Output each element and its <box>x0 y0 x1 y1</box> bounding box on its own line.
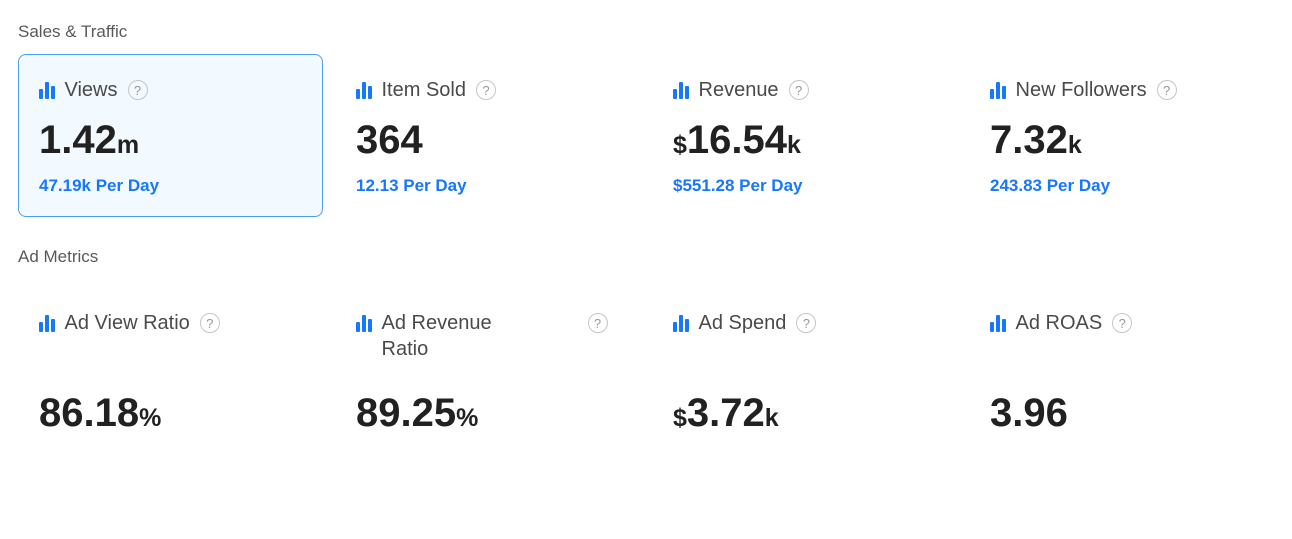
value-suffix: % <box>139 404 162 432</box>
metric-label: Revenue <box>698 79 779 101</box>
value-prefix: $ <box>673 131 687 159</box>
value-number: 7.32 <box>990 118 1068 162</box>
bar-chart-icon <box>39 82 55 99</box>
help-icon[interactable]: ? <box>587 313 608 333</box>
metric-label: Ad Spend <box>698 312 787 334</box>
metric-card-ad-roas[interactable]: Ad ROAS ? 3.96 <box>969 297 1274 455</box>
metric-value: $3.72k <box>673 392 936 434</box>
bar-chart-icon <box>990 315 1006 332</box>
metric-card-header: Item Sold ? <box>356 77 619 103</box>
metric-card-item-sold[interactable]: Item Sold ? 364 12.13 Per Day <box>335 54 640 217</box>
metric-label: Ad ROAS <box>1015 312 1103 334</box>
metric-value: 86.18% <box>39 392 302 434</box>
help-icon[interactable]: ? <box>199 313 220 333</box>
help-icon[interactable]: ? <box>127 80 148 100</box>
metric-card-new-followers[interactable]: New Followers ? 7.32k 243.83 Per Day <box>969 54 1274 217</box>
metric-card-ad-view-ratio[interactable]: Ad View Ratio ? 86.18% <box>18 297 323 455</box>
metric-label: Views <box>64 79 118 101</box>
help-icon[interactable]: ? <box>788 80 809 100</box>
value-suffix: % <box>456 404 479 432</box>
metric-card-ad-revenue-ratio[interactable]: Ad Revenue Ratio ? 89.25% <box>335 297 640 455</box>
value-number: 364 <box>356 118 423 162</box>
per-day-value: $551.28 Per Day <box>673 176 803 195</box>
bar-chart-icon <box>673 315 689 332</box>
metric-card-views[interactable]: Views ? 1.42m 47.19k Per Day <box>18 54 323 217</box>
help-icon[interactable]: ? <box>1112 313 1133 333</box>
sales-traffic-cards: Views ? 1.42m 47.19k Per Day Item Sold ?… <box>18 54 1274 217</box>
ad-metrics-cards: Ad View Ratio ? 86.18% Ad Revenue Ratio … <box>18 297 1274 455</box>
value-number: 89.25 <box>356 391 457 435</box>
metric-value: 89.25% <box>356 392 619 434</box>
bar-chart-icon <box>39 315 55 332</box>
metric-card-header: Ad ROAS ? <box>990 310 1253 368</box>
metric-card-header: Ad Revenue Ratio ? <box>356 310 619 368</box>
per-day-value: 243.83 Per Day <box>990 176 1111 195</box>
metric-value: 1.42m <box>39 119 302 161</box>
metric-label: Item Sold <box>381 79 466 101</box>
metric-value: $16.54k <box>673 119 936 161</box>
bar-chart-icon <box>673 82 689 99</box>
section-ad-metrics: Ad Metrics Ad View Ratio ? 86.18% Ad Rev… <box>18 247 1274 455</box>
metric-card-header: New Followers ? <box>990 77 1253 103</box>
help-icon[interactable]: ? <box>475 80 496 100</box>
metric-label: New Followers <box>1015 79 1147 101</box>
per-day-value: 12.13 Per Day <box>356 176 467 195</box>
value-suffix: k <box>764 404 779 432</box>
value-prefix: $ <box>673 404 687 432</box>
bar-chart-icon <box>356 315 372 332</box>
section-title-ad-metrics: Ad Metrics <box>18 247 99 266</box>
metric-label: Ad Revenue Ratio <box>381 312 492 360</box>
metric-card-ad-spend[interactable]: Ad Spend ? $3.72k <box>652 297 957 455</box>
metric-card-revenue[interactable]: Revenue ? $16.54k $551.28 Per Day <box>652 54 957 217</box>
metric-card-header: Revenue ? <box>673 77 936 103</box>
metric-card-header: Ad Spend ? <box>673 310 936 368</box>
value-number: 3.72 <box>686 391 765 435</box>
per-day-value: 47.19k Per Day <box>39 176 160 195</box>
metric-value: 3.96 <box>990 392 1253 434</box>
help-icon[interactable]: ? <box>1156 80 1177 100</box>
metric-value: 364 <box>356 119 619 161</box>
bar-chart-icon <box>356 82 372 99</box>
value-suffix: m <box>116 131 140 159</box>
value-number: 86.18 <box>39 391 140 435</box>
value-suffix: k <box>787 131 801 159</box>
help-icon[interactable]: ? <box>796 313 817 333</box>
bar-chart-icon <box>990 82 1006 99</box>
value-number: 3.96 <box>990 391 1068 435</box>
analytics-dashboard: Sales & Traffic Views ? 1.42m 47.19k Per… <box>18 22 1274 455</box>
metric-label: Ad View Ratio <box>64 312 190 334</box>
section-title-sales-traffic: Sales & Traffic <box>18 22 128 41</box>
metric-value: 7.32k <box>990 119 1253 161</box>
value-number: 1.42 <box>39 118 117 162</box>
value-number: 16.54 <box>686 118 788 162</box>
metric-card-header: Ad View Ratio ? <box>39 310 302 368</box>
metric-card-header: Views ? <box>39 77 302 103</box>
section-sales-traffic: Sales & Traffic Views ? 1.42m 47.19k Per… <box>18 22 1274 217</box>
value-suffix: k <box>1067 131 1082 159</box>
